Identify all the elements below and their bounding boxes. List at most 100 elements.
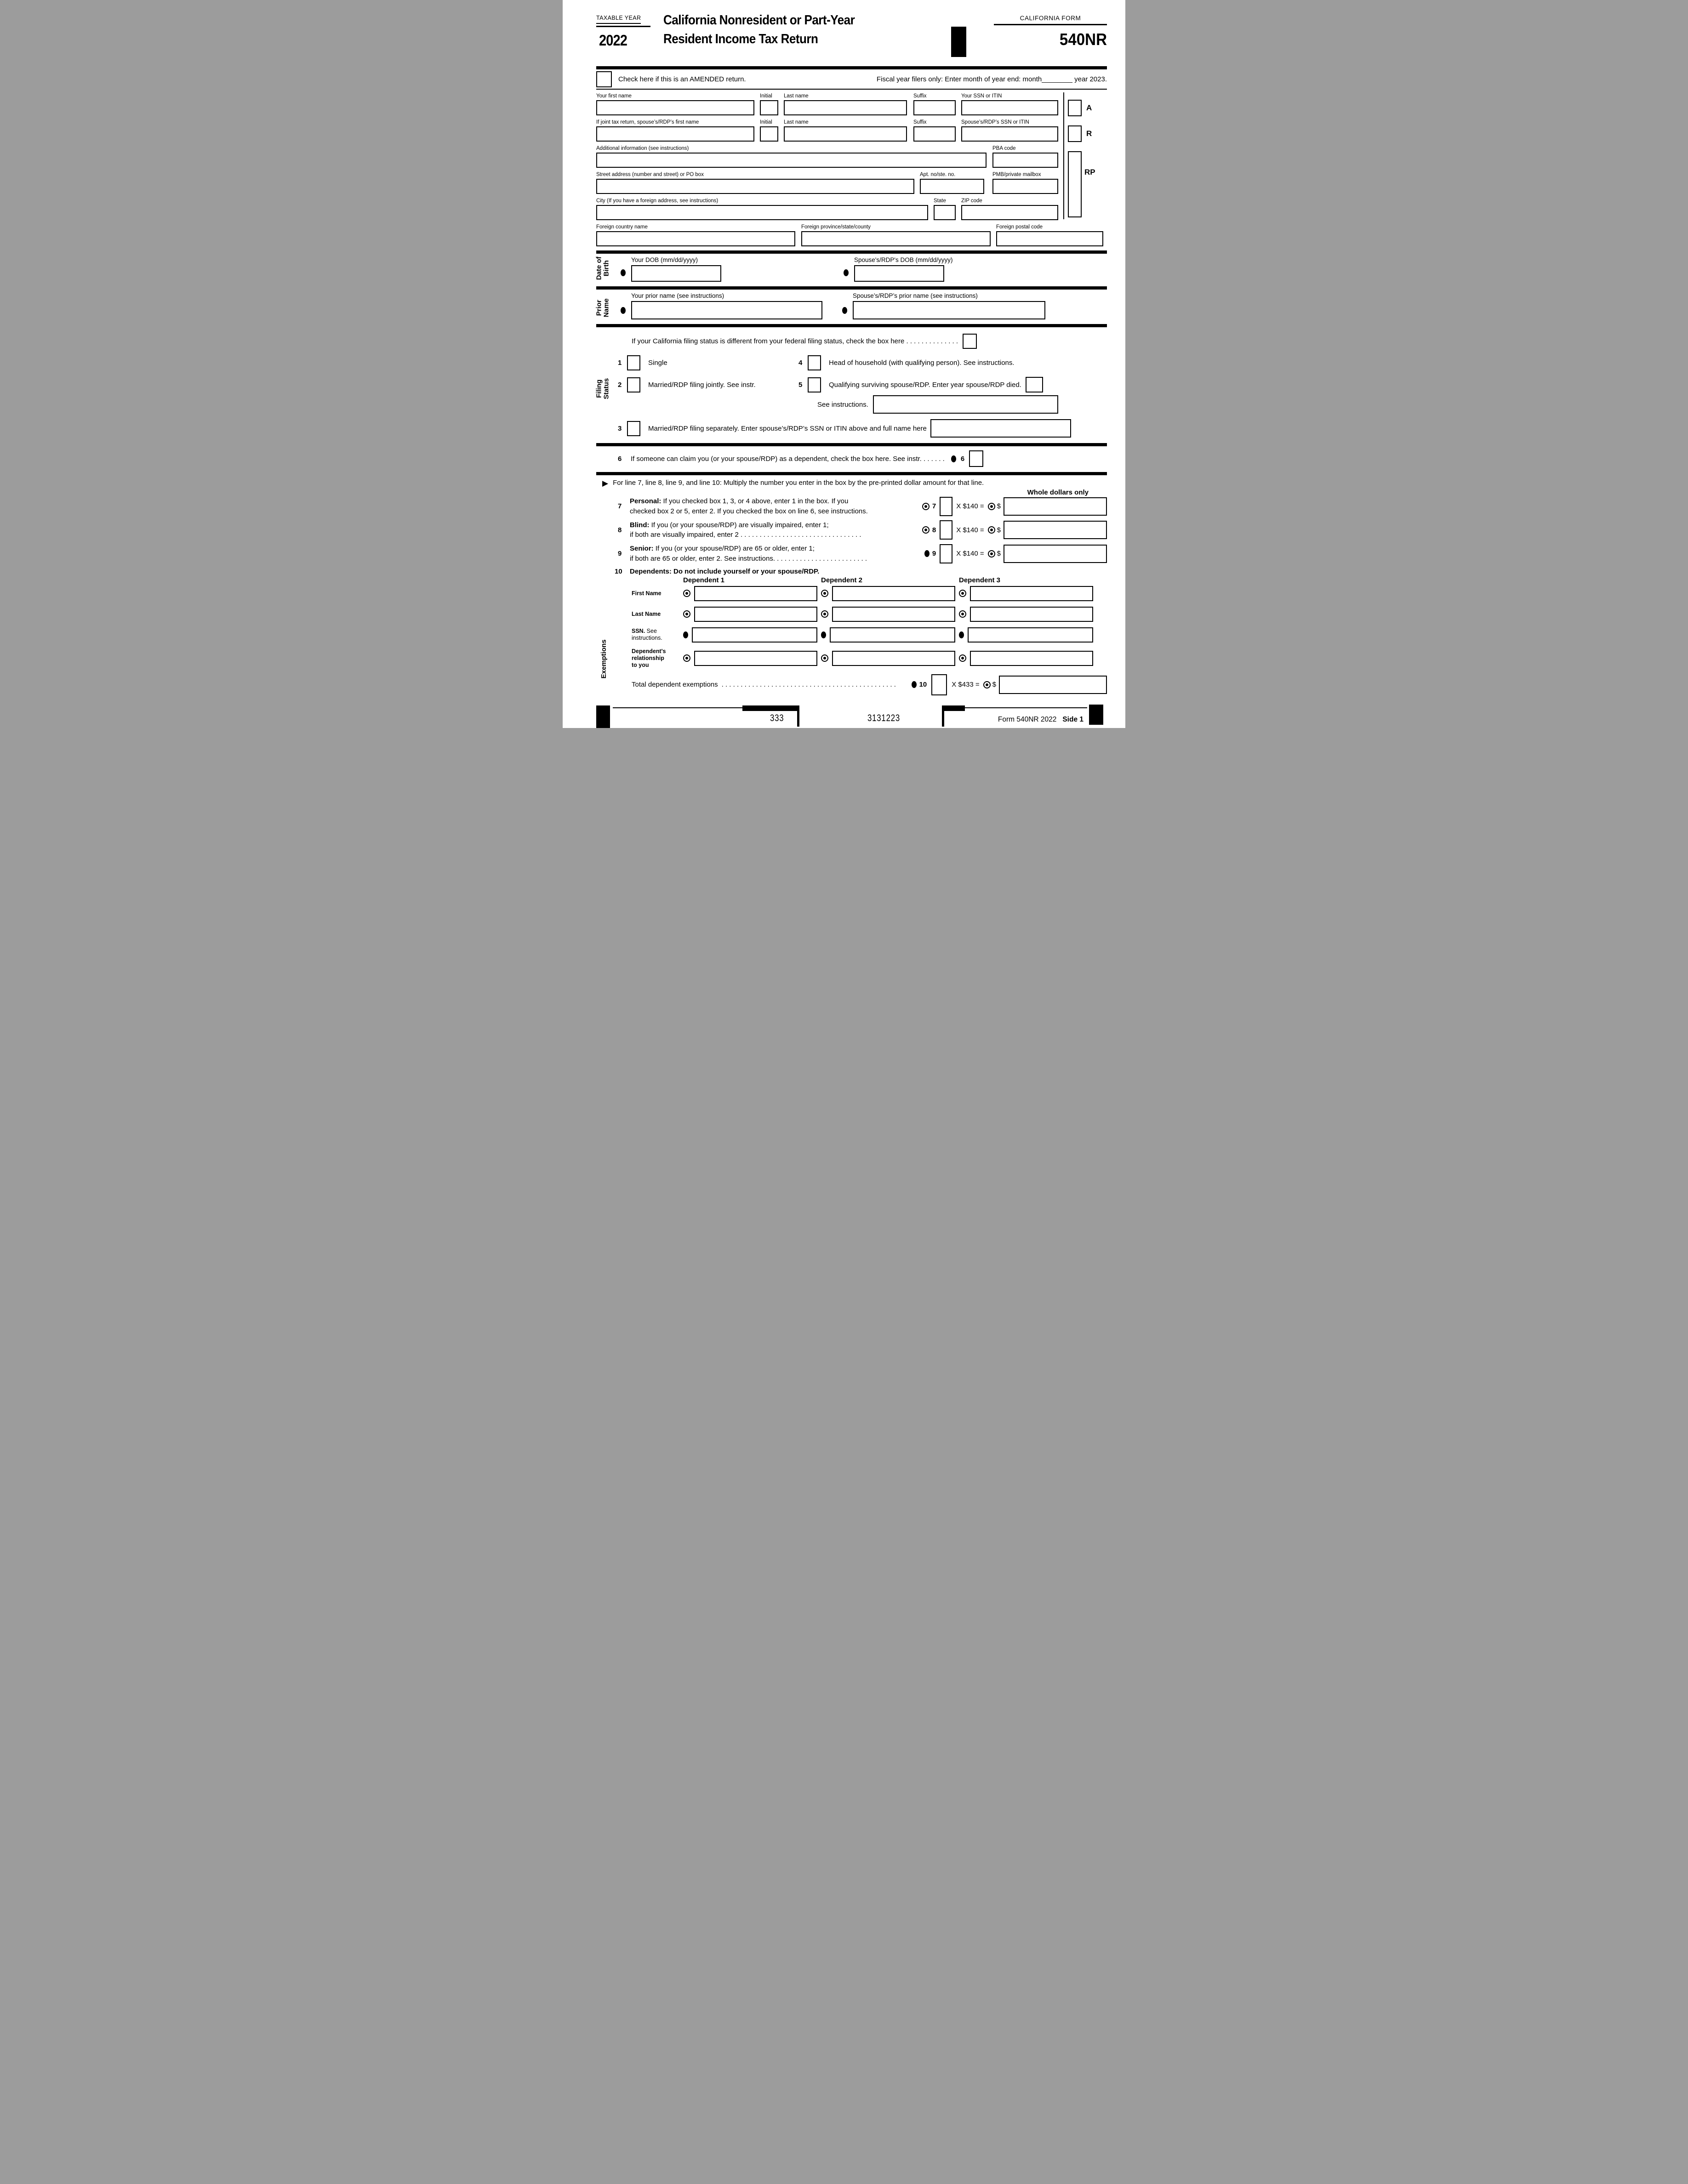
footer-rule-left <box>613 707 742 708</box>
dep-relationship-label: Dependent's relationship to you <box>632 648 666 668</box>
dep1-last-name-input[interactable] <box>694 606 817 622</box>
your-ssn-input[interactable] <box>961 100 1058 115</box>
scan-registration-square <box>1089 704 1103 725</box>
line8-multiplier: X $140 = <box>956 526 984 534</box>
spouse-dob-input[interactable] <box>854 265 944 282</box>
foreign-postal-field: Foreign postal code <box>996 224 1103 246</box>
city-row: City (If you have a foreign address, see… <box>596 198 1058 220</box>
last-name-label: Last name <box>784 93 809 99</box>
city-input[interactable] <box>596 205 928 220</box>
pba-code-input[interactable] <box>992 153 1058 168</box>
spouse-last-name-input[interactable] <box>784 126 907 142</box>
spouse-suffix-input[interactable] <box>913 126 956 142</box>
fiscal-year-note: Fiscal year filers only: Enter month of … <box>876 75 1107 83</box>
dep2-last-name-input[interactable] <box>832 606 955 622</box>
state-input[interactable] <box>934 205 956 220</box>
filing-status-section-label: Filing Status <box>595 378 610 399</box>
radio-target-icon <box>987 550 995 557</box>
dep1-first-name-input[interactable] <box>694 586 817 601</box>
city-label: City (If you have a foreign address, see… <box>596 198 719 204</box>
target-dot-icon <box>959 631 964 638</box>
line9-amount-input[interactable] <box>1004 544 1107 563</box>
zip-input[interactable] <box>961 205 1058 220</box>
spouse-dob-label: Spouse's/RDP's DOB (mm/dd/yyyy) <box>854 256 953 263</box>
year-spouse-died-input[interactable] <box>1025 377 1043 392</box>
spouse-prior-name-input[interactable] <box>853 301 1045 319</box>
filing-checkbox-5[interactable] <box>808 377 821 392</box>
foreign-country-input[interactable] <box>596 231 795 246</box>
dep3-first-name-cell <box>959 586 1093 601</box>
dependents-ssn-row: SSN. See instructions. <box>632 627 1107 643</box>
dob-row: Your DOB (mm/dd/yyyy) Spouse's/RDP's DOB… <box>612 254 1107 286</box>
edge-box-r[interactable] <box>1068 125 1082 142</box>
dep-ssn-label: SSN. See instructions. <box>632 628 662 641</box>
dep1-first-name-cell <box>683 586 817 601</box>
total-dependents-label: Total dependent exemptions <box>632 681 718 688</box>
your-prior-name-input[interactable] <box>631 301 822 319</box>
pmb-input[interactable] <box>992 179 1058 194</box>
dep3-ssn-input[interactable] <box>968 627 1093 643</box>
line7-count-input[interactable] <box>940 496 953 516</box>
apt-input[interactable] <box>920 179 984 194</box>
qualifying-spouse-name-input[interactable] <box>873 395 1058 414</box>
edge-box-rp[interactable] <box>1068 151 1082 217</box>
separate-spouse-full-name-input[interactable] <box>930 419 1071 438</box>
line9-count-input[interactable] <box>940 544 953 563</box>
scan-corner-mark-right <box>942 705 965 727</box>
line7-amount-input[interactable] <box>1004 497 1107 516</box>
form-title-line2: Resident Income Tax Return <box>663 31 818 46</box>
your-first-name-input[interactable] <box>596 100 754 115</box>
your-first-name-label: Your first name <box>596 93 632 99</box>
line7-multiplier: X $140 = <box>956 502 984 511</box>
filing-item-4-label: Head of household (with qualifying perso… <box>829 359 1015 367</box>
dep3-first-name-input[interactable] <box>970 586 1093 601</box>
apt-label: Apt. no/ste. no. <box>920 172 956 177</box>
total-dependents-row: Total dependent exemptions . . . . . . .… <box>632 674 1107 695</box>
filing-checkbox-1[interactable] <box>627 355 640 370</box>
spouse-initial-input[interactable] <box>760 126 778 142</box>
filing-different-label: If your California filing status is diff… <box>632 337 958 345</box>
dep3-relationship-input[interactable] <box>970 650 1093 666</box>
initial-input[interactable] <box>760 100 778 115</box>
edge-box-a[interactable] <box>1068 100 1082 116</box>
taxable-year-label: TAXABLE YEAR <box>596 15 641 24</box>
dep3-last-name-input[interactable] <box>970 606 1093 622</box>
target-dot-icon <box>844 269 849 276</box>
filing-different-checkbox[interactable] <box>963 334 977 349</box>
dep2-ssn-cell <box>821 627 955 643</box>
your-prior-name-field: Your prior name (see instructions) <box>631 292 822 319</box>
last-name-input[interactable] <box>784 100 907 115</box>
form-title: California Nonresident or Part-Year Resi… <box>663 7 994 66</box>
spouse-suffix-field: Suffix <box>913 119 956 142</box>
filing-checkbox-3[interactable] <box>627 421 640 436</box>
dep2-relationship-input[interactable] <box>832 650 955 666</box>
your-dob-input[interactable] <box>631 265 721 282</box>
dep3-ssn-cell <box>959 627 1093 643</box>
dep2-first-name-input[interactable] <box>832 586 955 601</box>
pmb-field: PMB/private mailbox <box>992 172 1058 194</box>
spouse-first-name-input[interactable] <box>596 126 754 142</box>
dep3-relationship-cell <box>959 650 1093 666</box>
filing-checkbox-2[interactable] <box>627 377 640 392</box>
dep2-ssn-input[interactable] <box>830 627 955 643</box>
line8-amount-input[interactable] <box>1004 521 1107 540</box>
dep1-ssn-input[interactable] <box>692 627 817 643</box>
line6-checkbox[interactable] <box>969 450 984 467</box>
amended-checkbox[interactable] <box>596 71 612 87</box>
last-name-field: Last name <box>784 93 907 115</box>
dep2-first-name-cell <box>821 586 955 601</box>
additional-info-input[interactable] <box>596 153 987 168</box>
foreign-postal-input[interactable] <box>996 231 1103 246</box>
total-dependents-amount-input[interactable] <box>999 675 1107 694</box>
filing-item-2-number: 2 <box>618 381 622 389</box>
spouse-ssn-input[interactable] <box>961 126 1058 142</box>
total-dependents-count-input[interactable] <box>931 674 947 695</box>
line8-count-input[interactable] <box>940 520 953 540</box>
suffix-input[interactable] <box>913 100 956 115</box>
foreign-province-input[interactable] <box>801 231 991 246</box>
filing-checkbox-4[interactable] <box>808 355 821 370</box>
line8-keyword: Blind: <box>630 521 650 529</box>
street-input[interactable] <box>596 179 914 194</box>
dep1-relationship-input[interactable] <box>694 650 817 666</box>
radio-target-icon <box>821 590 828 597</box>
